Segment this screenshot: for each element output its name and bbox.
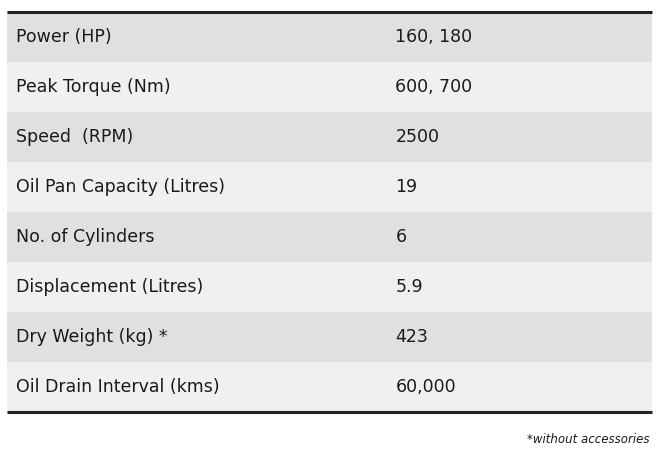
Text: 423: 423 — [395, 327, 428, 345]
Text: Speed  (RPM): Speed (RPM) — [16, 127, 134, 146]
Bar — [7, 312, 652, 362]
Bar — [7, 12, 652, 62]
Text: Oil Drain Interval (kms): Oil Drain Interval (kms) — [16, 378, 220, 396]
Text: Dry Weight (kg) *: Dry Weight (kg) * — [16, 327, 168, 345]
Text: Oil Pan Capacity (Litres): Oil Pan Capacity (Litres) — [16, 178, 225, 196]
Bar — [7, 262, 652, 312]
Text: Peak Torque (Nm): Peak Torque (Nm) — [16, 78, 171, 96]
Text: 600, 700: 600, 700 — [395, 78, 473, 96]
Text: No. of Cylinders: No. of Cylinders — [16, 227, 155, 246]
Text: 160, 180: 160, 180 — [395, 27, 473, 46]
Bar — [7, 362, 652, 412]
Text: 2500: 2500 — [395, 127, 440, 146]
Text: 6: 6 — [395, 227, 407, 246]
Bar — [7, 162, 652, 212]
Text: *without accessories: *without accessories — [527, 433, 649, 446]
Bar — [7, 212, 652, 261]
Bar — [7, 112, 652, 162]
Text: 60,000: 60,000 — [395, 378, 456, 396]
Text: 5.9: 5.9 — [395, 278, 423, 296]
Text: Power (HP): Power (HP) — [16, 27, 112, 46]
Text: Displacement (Litres): Displacement (Litres) — [16, 278, 204, 296]
Text: 19: 19 — [395, 178, 418, 196]
Bar — [7, 62, 652, 112]
